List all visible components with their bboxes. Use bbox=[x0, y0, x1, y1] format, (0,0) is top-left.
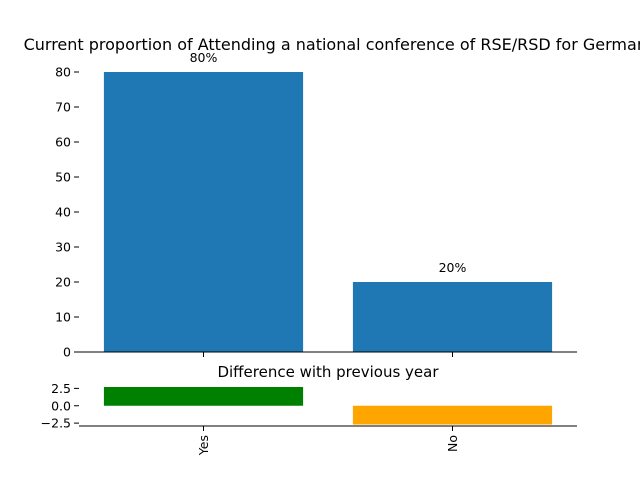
diff-bar-yes bbox=[103, 387, 304, 406]
xtick-label-yes: Yes bbox=[196, 435, 211, 456]
main-bar-yes bbox=[103, 72, 304, 352]
diff-chart-title: Difference with previous year bbox=[217, 363, 439, 381]
main-bar-no bbox=[352, 282, 553, 352]
main-ytick-label: 50 bbox=[55, 170, 71, 185]
xtick-label-no: No bbox=[445, 435, 460, 452]
main-ytick-label: 0 bbox=[63, 345, 71, 360]
main-ytick-label: 30 bbox=[55, 240, 71, 255]
main-ytick-label: 10 bbox=[55, 310, 71, 325]
diff-ytick-label: 2.5 bbox=[51, 381, 71, 396]
diff-ytick-label: −2.5 bbox=[41, 416, 71, 431]
main-ytick-label: 40 bbox=[55, 205, 71, 220]
main-chart-title: Current proportion of Attending a nation… bbox=[24, 35, 640, 54]
main-bar-label-no: 20% bbox=[439, 260, 467, 275]
main-ytick-label: 20 bbox=[55, 275, 71, 290]
main-bar-label-yes: 80% bbox=[190, 50, 218, 65]
diff-bar-no bbox=[352, 405, 553, 425]
main-ytick-label: 60 bbox=[55, 135, 71, 150]
diff-ytick-label: 0.0 bbox=[51, 398, 71, 413]
main-ytick-label: 80 bbox=[55, 65, 71, 80]
main-ytick-label: 70 bbox=[55, 100, 71, 115]
